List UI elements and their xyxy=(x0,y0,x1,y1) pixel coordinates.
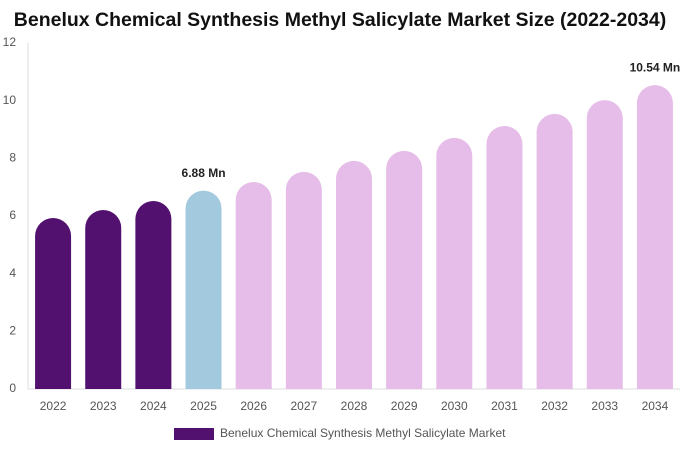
x-tick-label: 2033 xyxy=(591,399,618,413)
x-tick-label: 2032 xyxy=(541,399,568,413)
bar xyxy=(185,190,222,389)
bar xyxy=(235,181,272,389)
y-tick-label: 12 xyxy=(3,35,17,49)
bar xyxy=(35,218,72,389)
bar xyxy=(586,100,623,389)
x-tick-label: 2026 xyxy=(240,399,267,413)
x-tick-label: 2023 xyxy=(90,399,117,413)
legend-swatch xyxy=(174,428,214,440)
bar xyxy=(536,113,573,389)
x-tick-label: 2027 xyxy=(290,399,317,413)
x-tick-label: 2030 xyxy=(441,399,468,413)
bar xyxy=(85,209,122,389)
y-tick-label: 0 xyxy=(9,381,16,395)
x-tick-label: 2024 xyxy=(140,399,167,413)
bar xyxy=(135,201,172,389)
y-tick-label: 6 xyxy=(9,208,16,222)
y-tick-label: 8 xyxy=(9,151,16,165)
bar xyxy=(285,171,322,389)
x-tick-label: 2025 xyxy=(190,399,217,413)
x-tick-label: 2022 xyxy=(40,399,67,413)
bar xyxy=(636,85,673,389)
y-tick-label: 4 xyxy=(9,266,16,280)
chart-title: Benelux Chemical Synthesis Methyl Salicy… xyxy=(14,9,666,31)
x-tick-label: 2028 xyxy=(341,399,368,413)
bar xyxy=(386,150,423,389)
bar xyxy=(486,126,523,390)
data-label: 10.54 Mn xyxy=(630,60,680,74)
y-tick-label: 10 xyxy=(3,93,17,107)
x-tick-label: 2031 xyxy=(491,399,518,413)
bar xyxy=(436,137,473,389)
bar xyxy=(336,160,372,389)
x-tick-label: 2034 xyxy=(642,399,669,413)
x-tick-label: 2029 xyxy=(391,399,418,413)
data-label: 6.88 Mn xyxy=(182,166,226,180)
y-tick-label: 2 xyxy=(9,324,16,338)
legend-label: Benelux Chemical Synthesis Methyl Salicy… xyxy=(220,426,506,440)
